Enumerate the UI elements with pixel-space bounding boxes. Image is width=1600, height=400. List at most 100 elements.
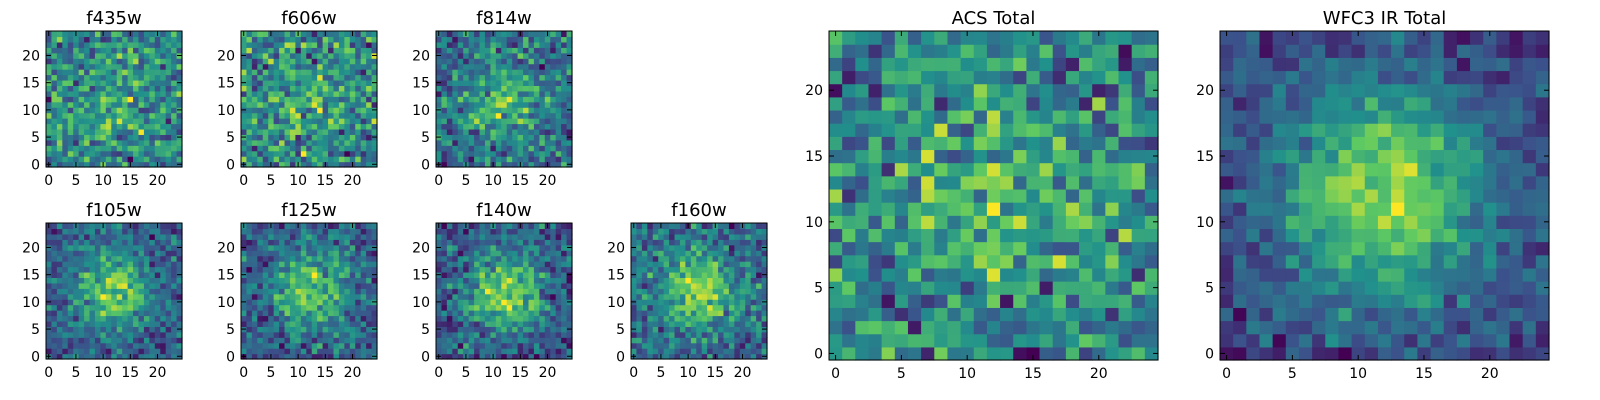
heatmap-cell (436, 342, 443, 349)
heatmap-cell (690, 288, 697, 295)
heatmap-cell (631, 331, 638, 338)
heatmap-cell (328, 239, 335, 246)
heatmap-cell (268, 36, 275, 43)
heatmap-cell (921, 254, 935, 269)
heatmap-cell (973, 294, 988, 308)
heatmap-cell (295, 90, 302, 97)
heatmap-cell (512, 69, 519, 76)
heatmap-cell (829, 228, 843, 243)
heatmap-cell (160, 337, 167, 344)
heatmap-cell (105, 271, 112, 278)
heatmap-cell (328, 304, 335, 311)
heatmap-cell (555, 150, 562, 157)
heatmap-cell (138, 244, 145, 251)
heatmap-cell (94, 271, 101, 278)
heatmap-cell (1105, 307, 1120, 322)
heatmap-cell (160, 342, 167, 349)
heatmap-cell (116, 331, 123, 338)
heatmap-cell (517, 36, 524, 43)
x-tick-label: 0 (434, 173, 443, 189)
heatmap-cell (300, 134, 307, 141)
heatmap-cell (479, 79, 486, 86)
heatmap-cell (707, 244, 714, 251)
heatmap-cell (143, 255, 150, 262)
heatmap-cell (138, 128, 145, 135)
heatmap-cell (446, 255, 453, 262)
heatmap-cell (127, 112, 134, 119)
heatmap-cell (842, 162, 856, 177)
heatmap-cell (349, 315, 356, 322)
heatmap-cell (907, 281, 922, 295)
heatmap-cell (658, 337, 665, 344)
heatmap-cell (311, 223, 318, 230)
heatmap-cell (501, 107, 508, 114)
heatmap-cell (311, 299, 318, 306)
heatmap-cell (528, 304, 535, 311)
heatmap-cell (262, 353, 269, 360)
heatmap-cell (517, 233, 524, 240)
heatmap-cell (1013, 267, 1027, 282)
heatmap-cell (723, 255, 730, 262)
heatmap-cell (641, 310, 648, 317)
heatmap-cell (855, 162, 870, 177)
heatmap-cell (344, 74, 351, 81)
heatmap-cell (761, 250, 768, 257)
heatmap-cell (881, 254, 896, 269)
heatmap-cell (479, 288, 486, 295)
heatmap-cell (506, 150, 513, 157)
heatmap-cell (279, 107, 286, 114)
heatmap-cell (446, 134, 453, 141)
heatmap-cell (718, 271, 725, 278)
heatmap-cell (652, 250, 659, 257)
heatmap-cell (241, 123, 248, 130)
heatmap-cell (669, 331, 676, 338)
heatmap-cell (685, 326, 692, 333)
heatmap-cell (479, 123, 486, 130)
heatmap-cell (317, 63, 324, 70)
heatmap-cell (360, 288, 367, 295)
heatmap-cell (490, 139, 497, 146)
heatmap-cell (143, 47, 150, 54)
heatmap-cell (284, 299, 291, 306)
heatmap-cell (528, 244, 535, 251)
heatmap-cell (160, 134, 167, 141)
heatmap-cell (479, 326, 486, 333)
y-tick-label: 0 (421, 349, 430, 365)
heatmap-cell (685, 255, 692, 262)
heatmap-cell (268, 239, 275, 246)
heatmap-cell (51, 79, 58, 86)
heatmap-cell (517, 277, 524, 284)
heatmap-cell (495, 112, 502, 119)
heatmap-cell (829, 149, 843, 164)
heatmap-cell (51, 239, 58, 246)
heatmap-cell (490, 118, 497, 125)
heatmap-cell (306, 282, 313, 289)
heatmap-cell (360, 90, 367, 97)
heatmap-cell (555, 320, 562, 327)
heatmap-cell (300, 79, 307, 86)
heatmap-cell (289, 261, 296, 268)
heatmap-cell (636, 288, 643, 295)
heatmap-cell (257, 282, 264, 289)
heatmap-cell (647, 223, 654, 230)
heatmap-cell (133, 36, 140, 43)
heatmap-cell (349, 250, 356, 257)
heatmap-cell (479, 156, 486, 163)
heatmap-cell (501, 326, 508, 333)
heatmap-cell (295, 331, 302, 338)
heatmap-cell (143, 112, 150, 119)
heatmap-cell (268, 282, 275, 289)
heatmap-cell (51, 315, 58, 322)
heatmap-cell (728, 288, 735, 295)
heatmap-cell (138, 239, 145, 246)
heatmap-cell (631, 282, 638, 289)
heatmap-cell (138, 228, 145, 235)
heatmap-cell (512, 52, 519, 59)
heatmap-cell (441, 63, 448, 70)
heatmap-cell (268, 320, 275, 327)
heatmap-cell (160, 85, 167, 92)
heatmap-cell (149, 293, 156, 300)
heatmap-cell (495, 41, 502, 48)
heatmap-cell (750, 337, 757, 344)
heatmap-cell (306, 145, 313, 152)
